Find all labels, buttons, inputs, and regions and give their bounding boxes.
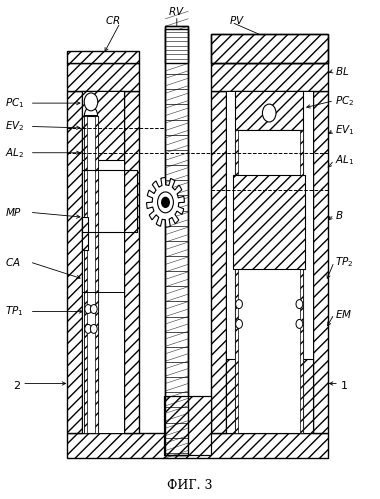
Text: $B$: $B$ — [335, 209, 344, 221]
Bar — [211, 33, 328, 63]
Bar — [95, 116, 98, 433]
Bar — [233, 175, 305, 269]
Bar — [226, 91, 313, 433]
Text: $AL_2$: $AL_2$ — [5, 146, 24, 160]
Circle shape — [90, 324, 97, 333]
Bar — [82, 217, 88, 250]
Text: ФИГ. 3: ФИГ. 3 — [167, 479, 213, 492]
Bar — [165, 26, 188, 456]
Text: $MP$: $MP$ — [5, 206, 22, 218]
Polygon shape — [147, 178, 184, 227]
Text: $EV_2$: $EV_2$ — [5, 120, 25, 133]
Text: $BL$: $BL$ — [335, 65, 350, 77]
Bar — [211, 33, 328, 63]
Text: $TP_2$: $TP_2$ — [335, 255, 354, 269]
Text: $EV_1$: $EV_1$ — [335, 124, 355, 137]
Bar — [165, 26, 188, 456]
Bar — [164, 396, 211, 456]
Circle shape — [263, 104, 276, 122]
Circle shape — [158, 192, 173, 213]
Bar — [235, 130, 238, 433]
Circle shape — [296, 319, 303, 328]
Circle shape — [84, 93, 98, 111]
Text: $PC_1$: $PC_1$ — [5, 96, 25, 110]
Circle shape — [90, 304, 97, 313]
Bar — [300, 130, 303, 433]
Text: $AL_1$: $AL_1$ — [335, 153, 355, 167]
Text: $EM$: $EM$ — [335, 308, 353, 320]
Circle shape — [236, 299, 242, 308]
Text: 2: 2 — [13, 381, 20, 391]
Bar — [67, 63, 139, 91]
Bar — [313, 91, 328, 433]
Bar — [226, 359, 235, 433]
Bar — [82, 91, 124, 433]
Text: $PC_2$: $PC_2$ — [335, 94, 355, 107]
Text: $CA$: $CA$ — [5, 256, 21, 268]
Text: $TP_1$: $TP_1$ — [5, 304, 24, 318]
Bar — [67, 433, 328, 458]
Bar — [303, 359, 313, 433]
Bar — [164, 396, 211, 456]
Circle shape — [85, 324, 92, 333]
Bar — [82, 91, 124, 160]
Bar — [67, 91, 82, 433]
Bar — [124, 91, 139, 433]
Circle shape — [236, 319, 242, 328]
Circle shape — [85, 304, 92, 313]
Bar — [211, 63, 328, 91]
Text: $CR$: $CR$ — [105, 14, 120, 26]
Bar — [67, 51, 139, 63]
Wedge shape — [84, 107, 98, 116]
Text: $RV$: $RV$ — [168, 5, 185, 17]
Circle shape — [162, 198, 169, 207]
Bar — [84, 116, 87, 433]
Text: 1: 1 — [341, 381, 348, 391]
Bar — [235, 130, 303, 433]
Bar — [211, 91, 226, 433]
Text: $PV$: $PV$ — [229, 14, 245, 26]
Text: $PN$: $PN$ — [171, 209, 187, 221]
Bar — [165, 28, 188, 63]
Bar — [84, 116, 98, 433]
Circle shape — [296, 299, 303, 308]
Bar — [235, 91, 303, 130]
Text: $PA$: $PA$ — [191, 422, 206, 434]
